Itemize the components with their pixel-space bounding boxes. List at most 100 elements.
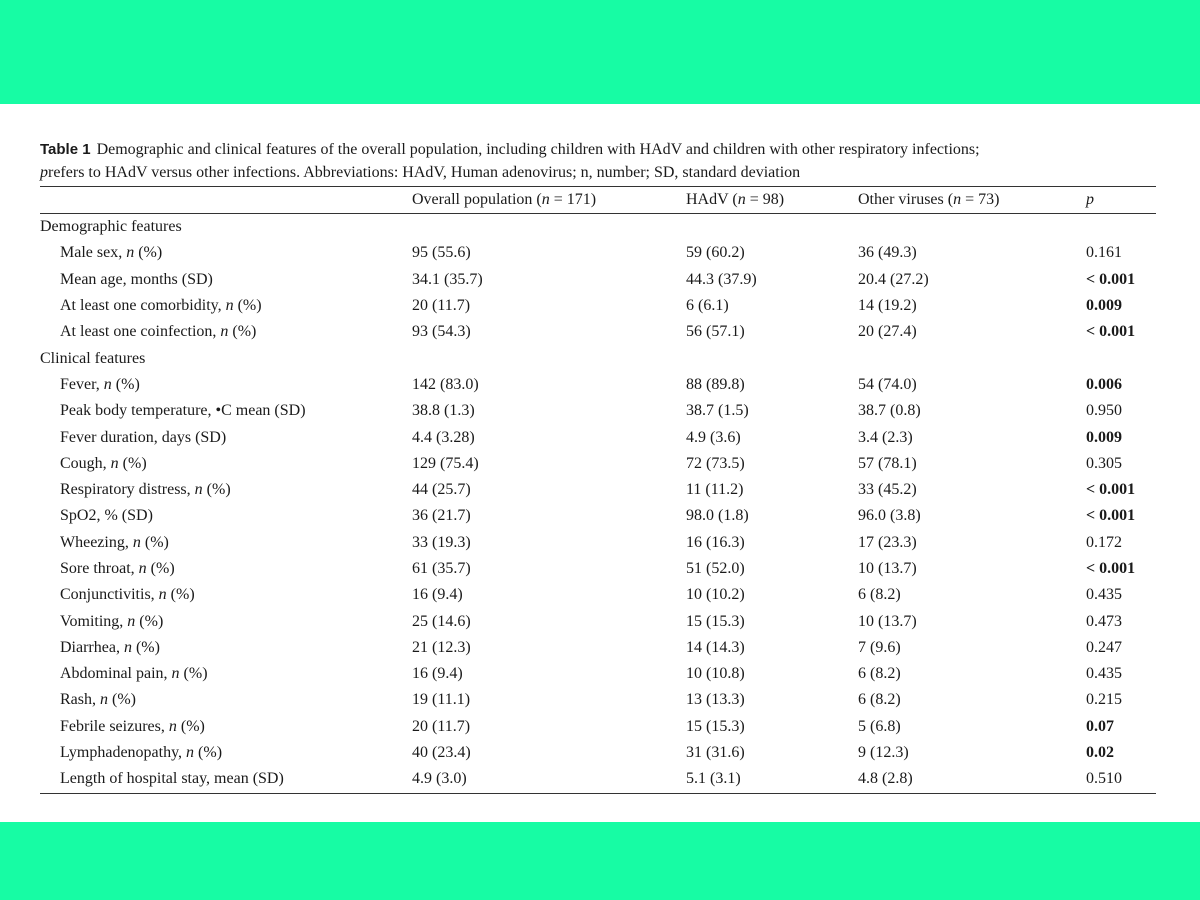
cell-hadv: 11 (11.2) bbox=[686, 481, 744, 499]
header-label-column bbox=[40, 186, 412, 214]
cell-other: 57 (78.1) bbox=[858, 454, 917, 472]
cell-overall: 25 (14.6) bbox=[412, 612, 471, 630]
table-row: Fever, n (%) 142 (83.0) 88 (89.8) 54 (74.0)… bbox=[40, 372, 1156, 398]
cell-overall: 142 (83.0) bbox=[412, 375, 479, 393]
cell-overall: 34.1 (35.7) bbox=[412, 270, 483, 288]
cell-p-value: < 0.001 bbox=[1086, 560, 1136, 577]
cell-p-value: 0.435 bbox=[1086, 665, 1122, 683]
cell-other: 4.8 (2.8) bbox=[858, 770, 913, 788]
row-label: At least one coinfection, n (%) bbox=[60, 323, 257, 341]
cell-p-value: 0.215 bbox=[1086, 691, 1122, 709]
table-caption-label: Table 1 bbox=[40, 141, 91, 158]
cell-p-value: 0.435 bbox=[1086, 586, 1122, 604]
cell-other: 6 (8.2) bbox=[858, 665, 901, 683]
bottom-color-band bbox=[0, 822, 1200, 900]
table-row: Cough, n (%) 129 (75.4) 72 (73.5) 57 (78.1)… bbox=[40, 451, 1156, 477]
header-p-value: p bbox=[1086, 186, 1156, 214]
cell-other: 33 (45.2) bbox=[858, 481, 917, 499]
row-label: Male sex, n (%) bbox=[60, 244, 163, 262]
cell-p-value: 0.305 bbox=[1086, 454, 1122, 472]
header-hadv: HAdV (n = 98) bbox=[686, 186, 858, 214]
row-label: Abdominal pain, n (%) bbox=[60, 665, 208, 683]
row-label: Diarrhea, n (%) bbox=[60, 638, 160, 656]
cell-hadv: 98.0 (1.8) bbox=[686, 507, 749, 525]
cell-overall: 21 (12.3) bbox=[412, 638, 471, 656]
row-label: Fever duration, days (SD) bbox=[60, 428, 227, 446]
cell-overall: 95 (55.6) bbox=[412, 244, 471, 262]
table-caption-line-2: prefers to HAdV versus other infections.… bbox=[40, 161, 1156, 184]
row-label: Peak body temperature, •C mean (SD) bbox=[60, 402, 306, 420]
table-row: Vomiting, n (%) 25 (14.6) 15 (15.3) 10 (13.… bbox=[40, 608, 1156, 634]
cell-hadv: 14 (14.3) bbox=[686, 638, 745, 656]
cell-p-value: 0.009 bbox=[1086, 428, 1122, 446]
section-heading: Demographic features bbox=[40, 218, 182, 236]
cell-p-value: < 0.001 bbox=[1086, 323, 1136, 341]
row-label: Cough, n (%) bbox=[60, 454, 147, 472]
cell-p-value: 0.172 bbox=[1086, 533, 1122, 551]
row-label: SpO2, % (SD) bbox=[60, 507, 153, 525]
cell-p-value: 0.247 bbox=[1086, 638, 1122, 656]
row-label: Rash, n (%) bbox=[60, 691, 136, 709]
cell-hadv: 10 (10.8) bbox=[686, 665, 745, 683]
cell-p-value: 0.510 bbox=[1086, 770, 1122, 788]
cell-overall: 33 (19.3) bbox=[412, 533, 471, 551]
cell-p-value: 0.006 bbox=[1086, 375, 1122, 393]
cell-overall: 61 (35.7) bbox=[412, 560, 471, 577]
row-label: Conjunctivitis, n (%) bbox=[60, 586, 195, 604]
cell-other: 36 (49.3) bbox=[858, 244, 917, 262]
header-overall-population: Overall population (n = 171) bbox=[412, 186, 686, 214]
cell-hadv: 4.9 (3.6) bbox=[686, 428, 741, 446]
cell-p-value: 0.161 bbox=[1086, 244, 1122, 262]
cell-overall: 4.9 (3.0) bbox=[412, 770, 467, 788]
cell-other: 54 (74.0) bbox=[858, 375, 917, 393]
section-row: Demographic features bbox=[40, 214, 1156, 241]
table-row: Conjunctivitis, n (%) 16 (9.4) 10 (10.2) 6 … bbox=[40, 582, 1156, 608]
table-row: Wheezing, n (%) 33 (19.3) 16 (16.3) 17 (23.… bbox=[40, 530, 1156, 556]
cell-other: 10 (13.7) bbox=[858, 612, 917, 630]
row-label: Respiratory distress, n (%) bbox=[60, 481, 231, 499]
cell-p-value: < 0.001 bbox=[1086, 481, 1136, 499]
table-row: Mean age, months (SD) 34.1 (35.7) 44.3 (37… bbox=[40, 267, 1156, 293]
caption-line-2-text: refers to HAdV versus other infections. … bbox=[48, 164, 801, 181]
cell-other: 14 (19.2) bbox=[858, 297, 917, 315]
cell-other: 3.4 (2.3) bbox=[858, 428, 913, 446]
table-row: SpO2, % (SD) 36 (21.7) 98.0 (1.8) 96.0 (3.8… bbox=[40, 503, 1156, 529]
cell-other: 20 (27.4) bbox=[858, 323, 917, 341]
cell-other: 5 (6.8) bbox=[858, 717, 901, 735]
row-label: At least one comorbidity, n (%) bbox=[60, 297, 262, 315]
cell-other: 17 (23.3) bbox=[858, 533, 917, 551]
header-other-viruses: Other viruses (n = 73) bbox=[858, 186, 1086, 214]
table-figure: Table 1 Demographic and clinical features… bbox=[40, 138, 1156, 794]
table-caption-text: Demographic and clinical features of the… bbox=[96, 141, 980, 158]
row-label: Febrile seizures, n (%) bbox=[60, 717, 205, 735]
cell-other: 9 (12.3) bbox=[858, 744, 909, 762]
cell-hadv: 15 (15.3) bbox=[686, 612, 745, 630]
header-row: Overall population (n = 171) HAdV (n = 9… bbox=[40, 186, 1156, 214]
table-row: Abdominal pain, n (%) 16 (9.4) 10 (10.8) 6 … bbox=[40, 661, 1156, 687]
cell-other: 38.7 (0.8) bbox=[858, 402, 921, 420]
table-row: Male sex, n (%) 95 (55.6) 59 (60.2) 36 (49.… bbox=[40, 240, 1156, 266]
cell-other: 6 (8.2) bbox=[858, 691, 901, 709]
cell-p-value: 0.07 bbox=[1086, 717, 1114, 735]
cell-hadv: 10 (10.2) bbox=[686, 586, 745, 604]
table-row: Febrile seizures, n (%) 20 (11.7) 15 (15.3… bbox=[40, 714, 1156, 740]
table-body: Demographic features Male sex, n (%) 95 (5… bbox=[40, 214, 1156, 794]
cell-overall: 44 (25.7) bbox=[412, 481, 471, 499]
cell-overall: 93 (54.3) bbox=[412, 323, 471, 341]
row-label: Length of hospital stay, mean (SD) bbox=[60, 770, 284, 788]
row-label: Fever, n (%) bbox=[60, 375, 140, 393]
cell-overall: 38.8 (1.3) bbox=[412, 402, 475, 420]
cell-overall: 40 (23.4) bbox=[412, 744, 471, 762]
cell-overall: 16 (9.4) bbox=[412, 665, 463, 683]
cell-hadv: 15 (15.3) bbox=[686, 717, 745, 735]
row-label: Vomiting, n (%) bbox=[60, 612, 164, 630]
cell-other: 10 (13.7) bbox=[858, 560, 917, 577]
cell-p-value: 0.009 bbox=[1086, 297, 1122, 315]
row-label: Wheezing, n (%) bbox=[60, 533, 169, 551]
cell-p-value: < 0.001 bbox=[1086, 270, 1136, 288]
table-row: Length of hospital stay, mean (SD) 4.9 (3… bbox=[40, 766, 1156, 793]
cell-hadv: 59 (60.2) bbox=[686, 244, 745, 262]
caption-p-symbol: p bbox=[40, 164, 48, 181]
cell-hadv: 44.3 (37.9) bbox=[686, 270, 757, 288]
cell-hadv: 51 (52.0) bbox=[686, 560, 745, 577]
